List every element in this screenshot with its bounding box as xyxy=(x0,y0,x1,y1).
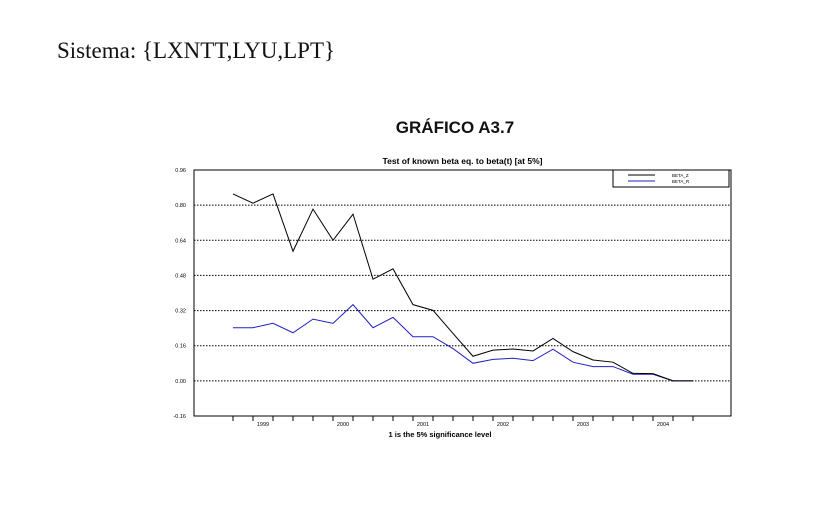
y-tick-label: -0.16 xyxy=(173,414,186,420)
x-tick-label: 2004 xyxy=(657,422,669,428)
y-tick-label: 0.64 xyxy=(175,238,186,244)
legend-box xyxy=(612,169,730,188)
series-line-beta_z xyxy=(232,193,693,382)
legend-label: BETA_R xyxy=(672,179,690,184)
series-line-beta_r xyxy=(233,303,693,382)
y-tick-label: 0.32 xyxy=(175,309,186,315)
legend-label: BETA_Z xyxy=(672,173,689,178)
plot-border xyxy=(193,169,732,417)
y-tick-label: 0.48 xyxy=(175,273,186,279)
system-heading: Sistema: {LXNTT,LYU,LPT} xyxy=(57,38,336,63)
x-tick-label: 1999 xyxy=(257,422,269,428)
x-axis-label: 1 is the 5% significance level xyxy=(389,430,492,439)
figure-title: GRÁFICO A3.7 xyxy=(395,118,515,137)
chart-title: Test of known beta eq. to beta(t) [at 5%… xyxy=(383,156,543,166)
x-tick-label: 2003 xyxy=(577,422,589,428)
y-tick-label: 0.96 xyxy=(175,168,186,174)
y-tick-label: 0.80 xyxy=(175,203,186,209)
x-tick-label: 2001 xyxy=(417,422,429,428)
x-tick-label: 2002 xyxy=(497,422,509,428)
y-tick-label: 0.16 xyxy=(175,344,186,350)
x-tick-label: 2000 xyxy=(337,422,349,428)
y-tick-label: 0.00 xyxy=(175,379,186,385)
